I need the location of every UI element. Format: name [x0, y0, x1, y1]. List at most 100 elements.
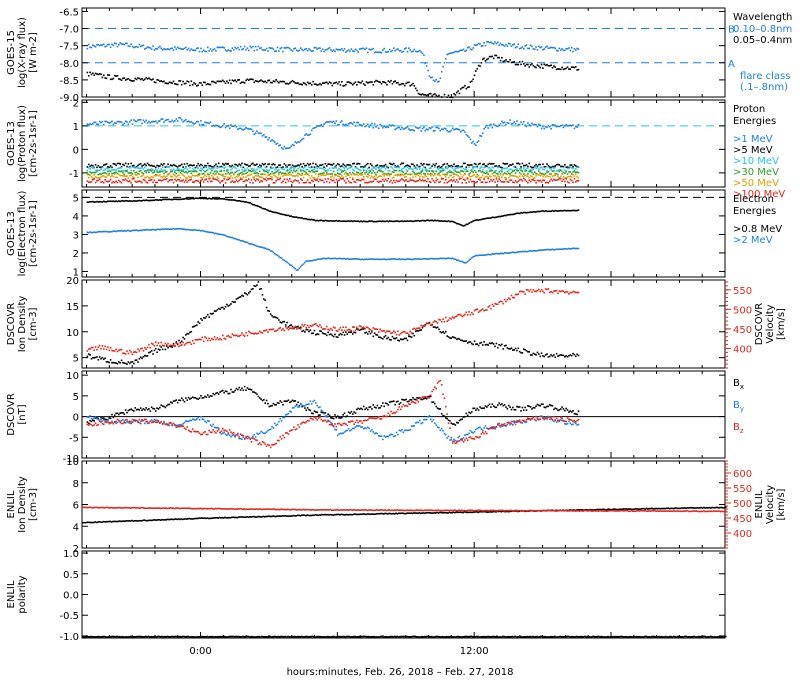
data-point [145, 120, 147, 122]
data-point [147, 409, 149, 411]
data-point [486, 182, 488, 184]
data-point [537, 49, 539, 51]
data-point [355, 332, 357, 334]
data-point [531, 46, 533, 48]
data-point [433, 175, 435, 177]
data-point [226, 236, 228, 238]
data-point [253, 285, 255, 287]
data-point [565, 171, 567, 173]
data-point [167, 83, 169, 85]
data-point [342, 414, 344, 416]
data-point [234, 301, 236, 303]
data-point [169, 179, 171, 181]
data-point [390, 339, 392, 341]
data-point [289, 168, 291, 170]
data-point [307, 260, 309, 262]
data-point [368, 331, 370, 333]
data-point [528, 177, 530, 179]
data-point [145, 355, 147, 357]
data-point [526, 164, 528, 166]
data-point [351, 174, 353, 176]
data-point [379, 407, 381, 409]
data-point [482, 344, 484, 346]
data-point [549, 168, 551, 170]
data-point [500, 43, 502, 45]
data-point [571, 292, 573, 294]
data-point [189, 176, 191, 178]
data-point [308, 260, 310, 262]
data-point [389, 339, 391, 341]
data-point [388, 404, 390, 406]
data-point [476, 167, 478, 169]
data-point [170, 175, 172, 177]
data-point [260, 332, 262, 334]
data-point [509, 43, 511, 45]
data-point [103, 231, 105, 233]
data-point [111, 44, 113, 46]
data-point [145, 177, 147, 179]
data-point [542, 291, 544, 293]
data-point [133, 170, 135, 172]
data-point [275, 171, 277, 173]
data-point [115, 169, 117, 171]
data-point [554, 290, 556, 292]
data-point [564, 68, 566, 70]
data-point [139, 164, 141, 166]
data-point [180, 172, 182, 174]
data-point [305, 409, 307, 411]
data-point [434, 93, 436, 95]
data-point [360, 173, 362, 175]
data-point [500, 252, 502, 254]
data-point [472, 167, 474, 169]
data-point [504, 122, 506, 124]
data-point [281, 182, 283, 184]
data-point [396, 337, 398, 339]
data-point [140, 200, 142, 202]
data-point [207, 198, 209, 200]
data-point [433, 258, 435, 260]
data-point [275, 212, 277, 214]
data-point [552, 47, 554, 49]
data-point [180, 228, 182, 230]
data-point [348, 411, 350, 413]
data-point [533, 289, 535, 291]
data-point [330, 176, 332, 178]
data-point [227, 393, 229, 395]
data-point [303, 138, 305, 140]
data-point [96, 180, 98, 182]
data-point [129, 409, 131, 411]
data-point [151, 350, 153, 352]
data-point [444, 174, 446, 176]
data-point [314, 323, 316, 325]
data-point [388, 167, 390, 169]
data-point [111, 350, 113, 352]
data-point [289, 171, 291, 173]
data-point [123, 165, 125, 167]
data-point [370, 163, 372, 165]
data-point [407, 332, 409, 334]
data-point [162, 170, 164, 172]
data-point [319, 259, 321, 261]
data-point [442, 170, 444, 172]
data-point [285, 173, 287, 175]
data-point [126, 180, 128, 182]
data-point [255, 285, 257, 287]
data-point [475, 219, 477, 221]
data-point [494, 165, 496, 167]
data-point [336, 81, 338, 83]
data-point [181, 84, 183, 86]
data-point [279, 81, 281, 83]
data-point [509, 168, 511, 170]
data-point [229, 336, 231, 338]
data-point [218, 308, 220, 310]
data-point [148, 172, 150, 174]
data-point [523, 48, 525, 50]
data-point [253, 133, 255, 135]
data-point [524, 65, 526, 67]
y-axis-label: [W m-2] [28, 32, 39, 73]
data-point [308, 48, 310, 50]
data-point [110, 165, 112, 167]
data-point [468, 222, 470, 224]
data-point [255, 164, 257, 166]
data-point [158, 228, 160, 230]
